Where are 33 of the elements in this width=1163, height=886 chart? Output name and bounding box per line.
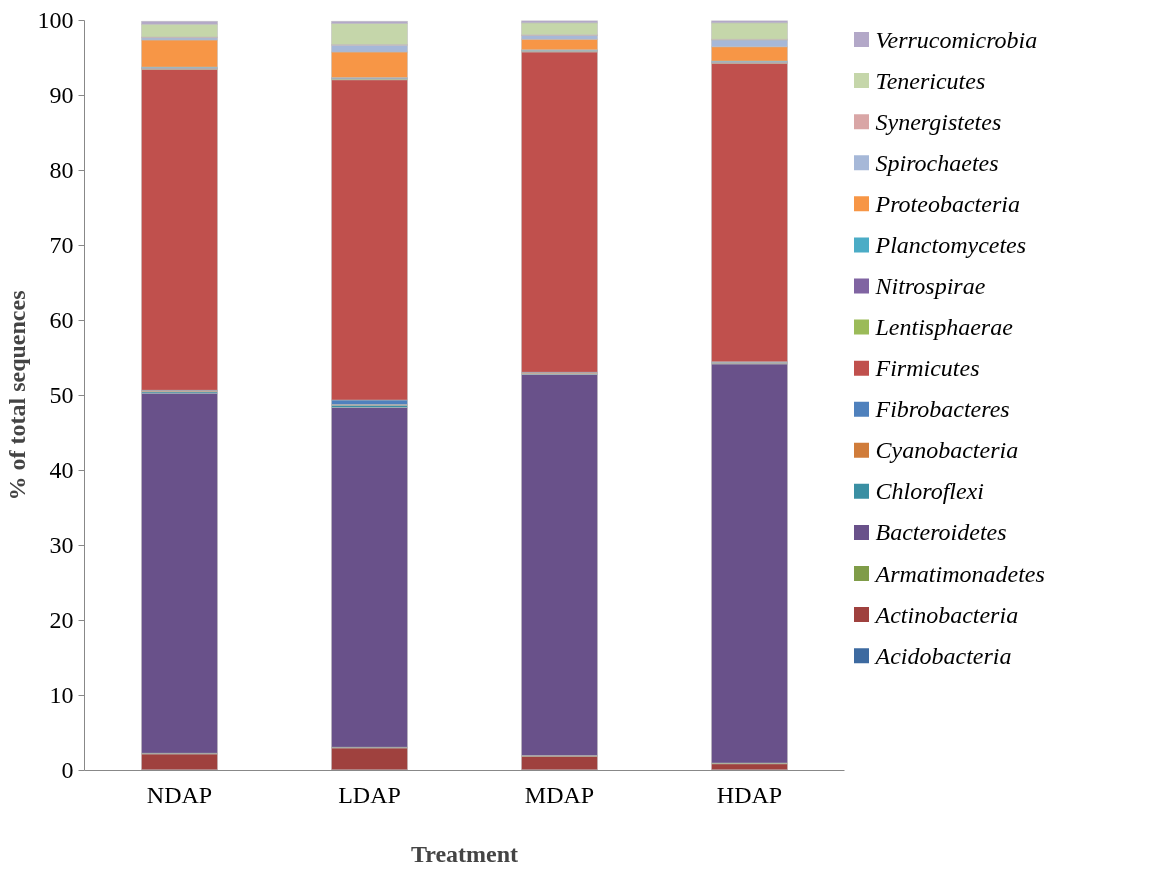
- legend-label: Bacteroidetes: [875, 519, 1007, 546]
- y-axis-title: % of total sequences: [3, 290, 30, 501]
- y-tick-label: 20: [49, 607, 74, 633]
- legend-label: Tenericutes: [875, 67, 986, 94]
- legend-label: Actinobacteria: [873, 601, 1019, 628]
- y-tick-label: 50: [49, 382, 74, 408]
- y-tick-label: 80: [49, 157, 74, 183]
- legend-label: Spirochaetes: [875, 149, 999, 176]
- x-tick-label: LDAP: [338, 781, 401, 808]
- y-tick-label: 90: [49, 82, 74, 108]
- x-axis-title: Treatment: [410, 840, 519, 867]
- y-tick-label: 60: [49, 307, 74, 333]
- legend-label: Proteobacteria: [874, 190, 1020, 217]
- legend-label: Firmicutes: [874, 355, 980, 382]
- y-tick-label: 70: [49, 232, 74, 258]
- y-tick-label: 10: [49, 682, 74, 708]
- legend-label: Fibrobacteres: [874, 396, 1010, 423]
- legend-label: Cyanobacteria: [875, 437, 1019, 464]
- legend-label: Lentisphaerae: [874, 314, 1014, 341]
- y-tick-label: 40: [49, 457, 74, 483]
- y-tick-label: 0: [61, 757, 74, 783]
- y-tick-label: 100: [37, 7, 74, 33]
- legend-label: Synergistetes: [875, 108, 1002, 135]
- legend-label: Planctomycetes: [874, 231, 1027, 258]
- x-tick-label: NDAP: [146, 781, 213, 808]
- x-tick-label: HDAP: [716, 781, 783, 808]
- y-tick-label: 30: [49, 532, 74, 558]
- legend-label: Acidobacteria: [873, 642, 1012, 669]
- legend-label: Verrucomicrobia: [875, 26, 1038, 53]
- legend-label: Chloroflexi: [875, 478, 984, 505]
- x-tick-label: MDAP: [524, 781, 595, 808]
- legend-label: Armatimonadetes: [873, 560, 1045, 587]
- legend-label: Nitrospirae: [874, 272, 986, 299]
